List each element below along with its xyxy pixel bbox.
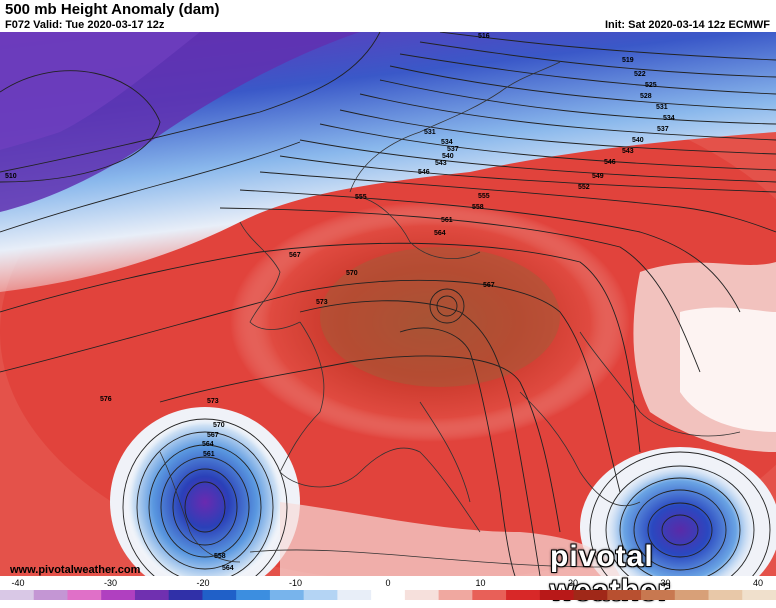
contour-label: 546 xyxy=(604,159,616,166)
contour-label: 561 xyxy=(441,217,453,224)
contour-label: 537 xyxy=(657,126,669,133)
colorbar-swatch xyxy=(539,590,575,600)
colorbar-swatch xyxy=(708,590,743,600)
colorbar-tick-label: -20 xyxy=(196,578,209,588)
contour-label: 543 xyxy=(435,160,447,167)
colorbar-swatch xyxy=(168,590,203,600)
colorbar-swatch xyxy=(573,590,608,600)
map-title: 500 mb Height Anomaly (dam) xyxy=(5,1,220,18)
colorbar-tick-label: 40 xyxy=(753,578,763,588)
colorbar-swatch xyxy=(472,590,507,600)
contour-label: 549 xyxy=(592,173,604,180)
colorbar-swatch xyxy=(236,590,271,600)
colorbar-swatch xyxy=(0,590,35,600)
contour-label: 540 xyxy=(632,137,644,144)
colorbar-swatch xyxy=(67,590,102,600)
contour-label: 543 xyxy=(622,148,634,155)
colorbar-tick-label: 30 xyxy=(660,578,670,588)
coastlines xyxy=(159,61,741,568)
contour-label: 519 xyxy=(622,57,634,64)
contour-label: 561 xyxy=(203,451,215,458)
colorbar-tick-label: -10 xyxy=(289,578,302,588)
contour-label: 573 xyxy=(207,398,219,405)
contour-label: 564 xyxy=(434,230,446,237)
valid-time: F072 Valid: Tue 2020-03-17 12z xyxy=(5,19,165,31)
init-time: Init: Sat 2020-03-14 12z ECMWF xyxy=(604,19,770,31)
colorbar-swatch xyxy=(337,590,372,600)
contour-label: 537 xyxy=(447,146,459,153)
colorbar-tick-label: -30 xyxy=(104,578,117,588)
contour-label: 564 xyxy=(222,565,234,572)
colorbar-swatch xyxy=(371,590,406,600)
contour-label: 534 xyxy=(441,139,453,146)
website-url: www.pivotalweather.com xyxy=(10,564,141,576)
contour-labels: 516 519 522 525 528 531 534 537 540 543 … xyxy=(5,33,675,572)
contour-label: 555 xyxy=(355,194,367,201)
colorbar-tick-label: 20 xyxy=(568,578,578,588)
colorbar-swatch xyxy=(269,590,305,600)
contour-label: 525 xyxy=(645,82,657,89)
contour-label: 558 xyxy=(214,553,226,560)
contour-label: 567 xyxy=(289,252,301,259)
contour-label: 510 xyxy=(5,173,17,180)
contour-label: 552 xyxy=(578,184,590,191)
contour-label: 522 xyxy=(634,71,646,78)
contour-label: 546 xyxy=(418,169,430,176)
contour-label: 516 xyxy=(478,33,490,40)
contour-label: 531 xyxy=(424,129,436,136)
colorbar-tick-label: 0 xyxy=(385,578,390,588)
colorbar-tick-label: -40 xyxy=(11,578,24,588)
contour-label: 576 xyxy=(100,396,112,403)
colorbar-swatch xyxy=(641,590,676,600)
colorbar-swatch xyxy=(33,590,68,600)
colorbar-swatch xyxy=(506,590,541,600)
height-contours xyxy=(0,32,776,576)
contour-label: 570 xyxy=(346,270,358,277)
height-anomaly-map: 516 519 522 525 528 531 534 537 540 543 … xyxy=(0,32,776,576)
colorbar-swatch xyxy=(742,590,776,600)
colorbar-swatch xyxy=(134,590,170,600)
color-scale-bar: -40 -30 -20 -10 0 10 20 30 40 xyxy=(0,578,776,600)
contour-label: 573 xyxy=(316,299,328,306)
colorbar-swatch xyxy=(404,590,440,600)
header: 500 mb Height Anomaly (dam) F072 Valid: … xyxy=(0,0,776,32)
colorbar-tick-label: 10 xyxy=(475,578,485,588)
contour-label: 534 xyxy=(663,115,675,122)
contour-label: 531 xyxy=(656,104,668,111)
contour-label: 567 xyxy=(207,432,219,439)
colorbar-swatch xyxy=(438,590,473,600)
contour-label: 528 xyxy=(640,93,652,100)
contour-label: 558 xyxy=(472,204,484,211)
contour-label: 555 xyxy=(478,193,490,200)
contour-label: 570 xyxy=(213,422,225,429)
colorbar-swatch xyxy=(202,590,237,600)
contour-label: 567 xyxy=(483,282,495,289)
colorbar-swatch xyxy=(101,590,136,600)
colorbar-swatch xyxy=(303,590,338,600)
contour-label: 564 xyxy=(202,441,214,448)
contour-label: 540 xyxy=(442,153,454,160)
colorbar-swatch xyxy=(674,590,710,600)
colorbar-swatch xyxy=(607,590,642,600)
